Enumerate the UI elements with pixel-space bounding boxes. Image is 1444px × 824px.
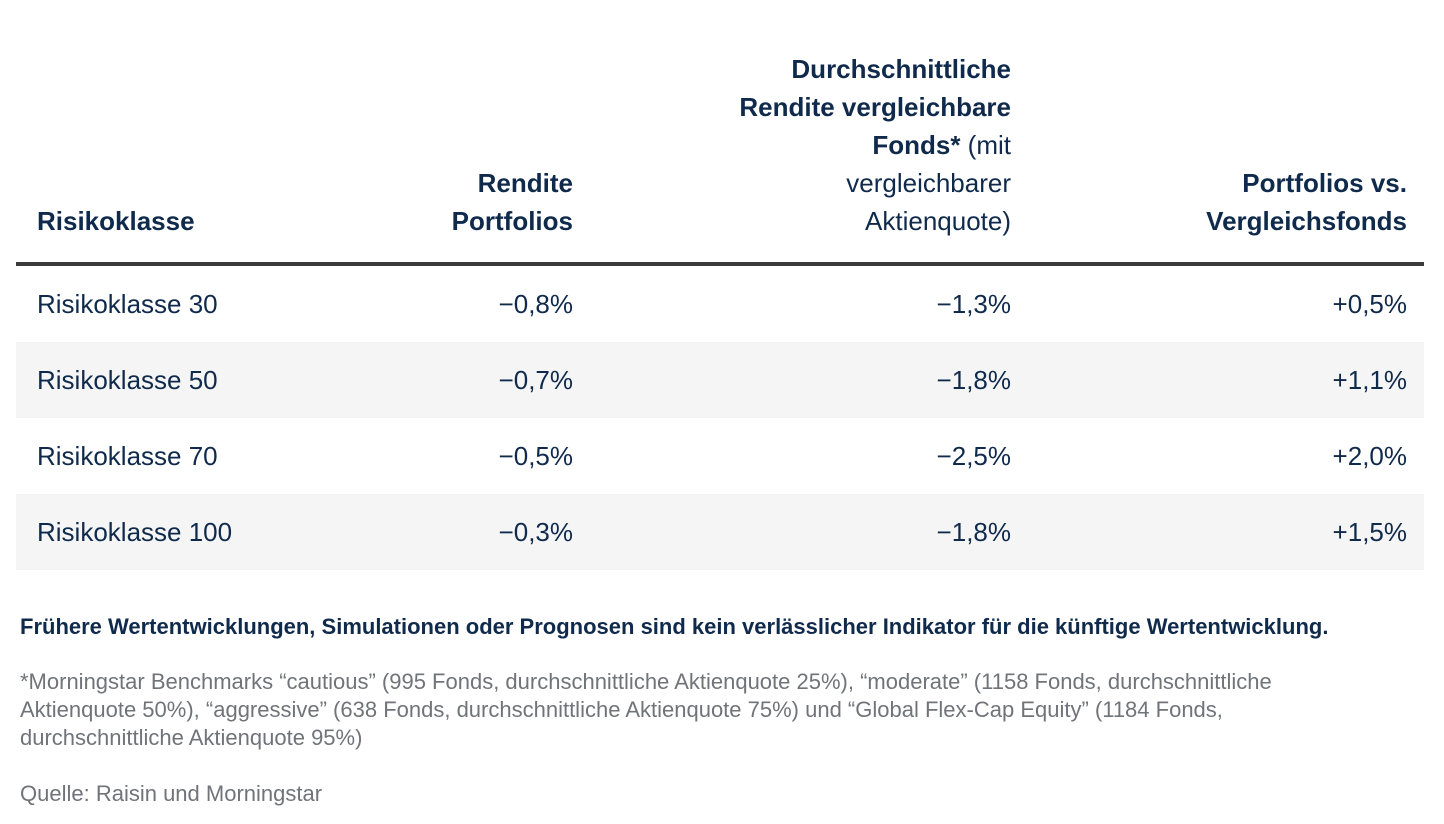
past-performance-disclaimer: Frühere Wertentwicklungen, Simulationen … bbox=[20, 614, 1329, 639]
table-row: Risikoklasse 100 −0,3% −1,8% +1,5% bbox=[16, 494, 1424, 570]
column-header-label-regular: (mit vergleichbarer Aktienquote) bbox=[846, 130, 1011, 236]
row-label: Risikoklasse 70 bbox=[37, 440, 218, 471]
header-divider-rule bbox=[16, 262, 1424, 266]
value-rendite-portfolios: −0,7% bbox=[498, 364, 573, 395]
table-header-row: Risikoklasse Rendite Portfolios Durchsch… bbox=[16, 0, 1424, 262]
value-rendite-portfolios: −0,8% bbox=[498, 288, 573, 319]
row-label: Risikoklasse 50 bbox=[37, 364, 218, 395]
column-header-label-bold: Durchschnittliche Rendite vergleichbare … bbox=[739, 54, 1011, 160]
column-header-risikoklasse: Risikoklasse bbox=[16, 202, 376, 240]
table-row: Risikoklasse 30 −0,8% −1,3% +0,5% bbox=[16, 266, 1424, 342]
column-header-rendite-vergleichbare-fonds: Durchschnittliche Rendite vergleichbare … bbox=[573, 50, 1011, 240]
table-row: Risikoklasse 70 −0,5% −2,5% +2,0% bbox=[16, 418, 1424, 494]
table-body: Risikoklasse 30 −0,8% −1,3% +0,5% Risiko… bbox=[16, 266, 1424, 570]
value-portfolios-vs-vergleichsfonds: +0,5% bbox=[1332, 288, 1407, 319]
column-header-label: Portfolios vs. Vergleichsfonds bbox=[1206, 168, 1407, 236]
value-rendite-vergleichbare-fonds: −1,3% bbox=[936, 288, 1011, 319]
value-portfolios-vs-vergleichsfonds: +1,1% bbox=[1332, 364, 1407, 395]
table-row: Risikoklasse 50 −0,7% −1,8% +1,1% bbox=[16, 342, 1424, 418]
value-rendite-vergleichbare-fonds: −1,8% bbox=[936, 364, 1011, 395]
value-rendite-portfolios: −0,3% bbox=[498, 516, 573, 547]
value-portfolios-vs-vergleichsfonds: +2,0% bbox=[1332, 440, 1407, 471]
row-label: Risikoklasse 100 bbox=[37, 516, 233, 547]
value-rendite-vergleichbare-fonds: −2,5% bbox=[936, 440, 1011, 471]
value-rendite-portfolios: −0,5% bbox=[498, 440, 573, 471]
performance-table: Risikoklasse Rendite Portfolios Durchsch… bbox=[16, 0, 1424, 570]
value-rendite-vergleichbare-fonds: −1,8% bbox=[936, 516, 1011, 547]
column-header-rendite-portfolios: Rendite Portfolios bbox=[376, 164, 573, 240]
column-header-label: Risikoklasse bbox=[37, 206, 195, 236]
column-header-portfolios-vs-vergleichsfonds: Portfolios vs. Vergleichsfonds bbox=[1011, 164, 1424, 240]
source-attribution: Quelle: Raisin und Morningstar bbox=[20, 781, 323, 806]
benchmark-footnote: *Morningstar Benchmarks “cautious” (995 … bbox=[20, 669, 1272, 750]
value-portfolios-vs-vergleichsfonds: +1,5% bbox=[1332, 516, 1407, 547]
row-label: Risikoklasse 30 bbox=[37, 288, 218, 319]
column-header-label: Rendite Portfolios bbox=[451, 168, 573, 236]
column-header-label: Durchschnittliche Rendite vergleichbare … bbox=[721, 50, 1011, 240]
